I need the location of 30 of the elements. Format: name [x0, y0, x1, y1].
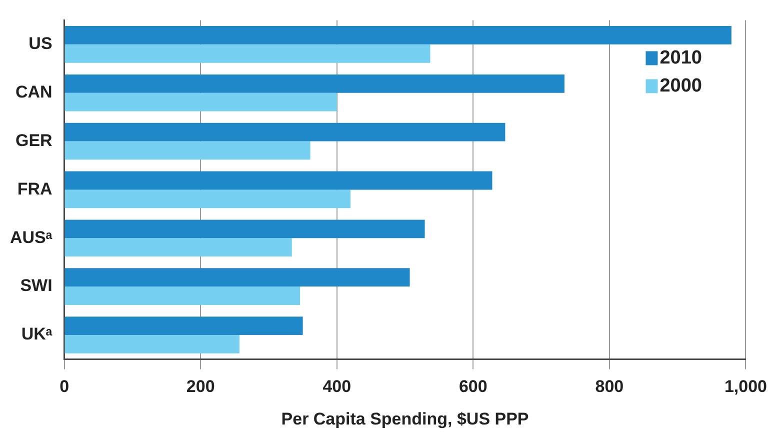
y-tick-label: AUSᵃ	[10, 228, 53, 247]
y-tick-label: FRA	[17, 179, 52, 198]
bar	[64, 316, 303, 335]
bar	[64, 26, 732, 44]
x-axis-title: Per Capita Spending, $US PPP	[281, 409, 529, 428]
bar	[64, 334, 240, 354]
legend-label: 2010	[660, 47, 702, 68]
y-tick-label: SWI	[20, 276, 52, 296]
y-tick-label: GER	[15, 130, 52, 150]
y-tick-label: CAN	[15, 82, 52, 102]
y-tick-label: US	[28, 34, 52, 54]
x-tick-label: 400	[322, 377, 352, 396]
bar	[64, 238, 292, 257]
bar	[64, 122, 506, 142]
y-tick-label: UKᵃ	[21, 324, 53, 344]
bar	[64, 171, 492, 190]
bar	[64, 141, 310, 160]
x-tick-label: 200	[186, 377, 215, 396]
x-tick-label: 0	[60, 377, 70, 396]
bar	[64, 74, 564, 93]
bar	[64, 268, 410, 287]
bar	[64, 286, 300, 305]
x-tick-label: 600	[458, 377, 488, 396]
bar	[64, 220, 425, 238]
bar	[64, 44, 430, 63]
bar	[64, 190, 351, 208]
x-tick-label: 800	[595, 377, 624, 396]
bar	[64, 92, 337, 112]
x-tick-label: 1,000	[724, 377, 768, 396]
legend-label: 2000	[660, 75, 702, 96]
